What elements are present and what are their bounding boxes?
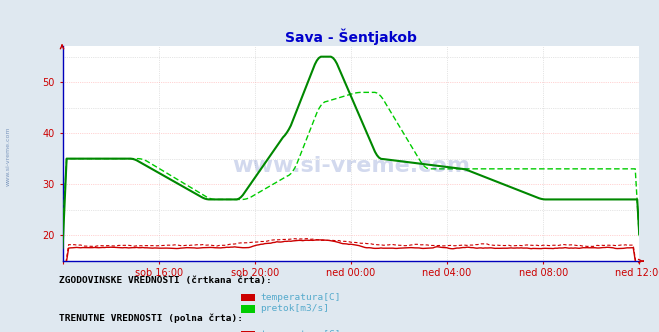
Text: www.si-vreme.com: www.si-vreme.com xyxy=(232,156,470,176)
Text: TRENUTNE VREDNOSTI (polna črta):: TRENUTNE VREDNOSTI (polna črta): xyxy=(59,314,243,323)
Text: pretok[m3/s]: pretok[m3/s] xyxy=(260,304,330,313)
Text: temperatura[C]: temperatura[C] xyxy=(260,293,341,302)
Text: ZGODOVINSKE VREDNOSTI (črtkana črta):: ZGODOVINSKE VREDNOSTI (črtkana črta): xyxy=(59,276,272,285)
Text: temperatura[C]: temperatura[C] xyxy=(260,330,341,332)
Text: www.si-vreme.com: www.si-vreme.com xyxy=(6,126,11,186)
Title: Sava - Šentjakob: Sava - Šentjakob xyxy=(285,29,417,45)
